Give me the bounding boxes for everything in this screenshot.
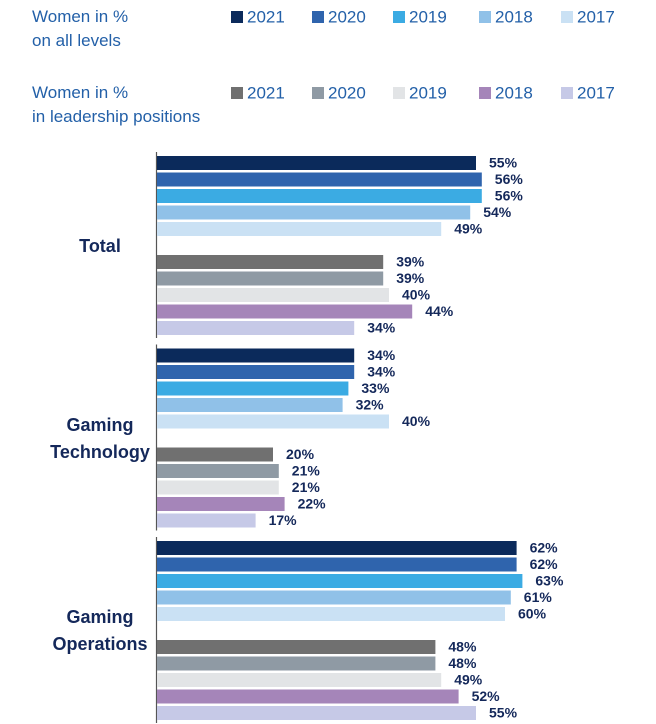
legend-label: 2018 — [495, 7, 533, 26]
bar — [157, 304, 413, 319]
data-label: 56% — [495, 188, 524, 204]
data-label: 60% — [518, 606, 547, 622]
legend-label: 2019 — [409, 7, 447, 26]
data-label: 54% — [483, 204, 512, 220]
data-label: 40% — [402, 413, 431, 429]
bar — [157, 189, 482, 203]
bar — [157, 607, 505, 621]
legend-label: 2020 — [328, 7, 366, 26]
data-label: 48% — [448, 639, 477, 655]
bar — [157, 480, 279, 495]
bar — [157, 222, 442, 236]
bar — [157, 381, 349, 396]
legend-swatch — [479, 87, 491, 99]
data-label: 21% — [292, 479, 321, 495]
legend-label: 2017 — [577, 7, 615, 26]
bar — [157, 172, 482, 187]
category-label: Gaming Technology — [50, 414, 150, 462]
data-label: 34% — [367, 320, 396, 336]
category-label: Gaming Operations — [52, 607, 148, 654]
data-label: 21% — [292, 463, 321, 479]
data-label: 56% — [495, 171, 524, 187]
data-label: 32% — [356, 397, 385, 413]
data-label: 40% — [402, 287, 431, 303]
data-label: 49% — [454, 672, 483, 688]
legend-label: 2021 — [247, 83, 285, 102]
bar — [157, 205, 471, 220]
bar — [157, 447, 273, 462]
data-label: 39% — [396, 254, 425, 270]
bar — [157, 365, 355, 379]
legend-swatch — [561, 11, 573, 23]
legend-swatch — [312, 11, 324, 23]
data-label: 55% — [489, 705, 518, 721]
legend-swatch — [561, 87, 573, 99]
bar — [157, 288, 389, 302]
data-label: 44% — [425, 303, 454, 319]
legend-swatch — [231, 11, 243, 23]
legend-swatch — [393, 11, 405, 23]
legend-swatch — [479, 11, 491, 23]
bar — [157, 574, 523, 588]
bar — [157, 156, 476, 170]
bar — [157, 321, 355, 335]
data-label: 48% — [448, 655, 477, 671]
bar — [157, 541, 517, 555]
category-label: Total — [79, 235, 121, 256]
data-label: 63% — [535, 573, 564, 589]
bar — [157, 706, 476, 720]
bar — [157, 513, 256, 528]
bar — [157, 497, 285, 511]
legend-label: 2021 — [247, 7, 285, 26]
data-label: 34% — [367, 364, 396, 380]
bar — [157, 271, 384, 286]
data-label: 61% — [524, 589, 553, 605]
legend-swatch — [393, 87, 405, 99]
bar — [157, 656, 436, 671]
legend-label: 2019 — [409, 83, 447, 102]
data-label: 22% — [298, 496, 327, 512]
bar — [157, 348, 355, 363]
data-label: 17% — [269, 512, 298, 528]
legend-swatch — [312, 87, 324, 99]
data-label: 55% — [489, 155, 518, 171]
data-label: 20% — [286, 446, 315, 462]
bar — [157, 557, 517, 572]
legend-label: 2018 — [495, 83, 533, 102]
bar — [157, 414, 389, 429]
bar — [157, 689, 459, 704]
data-label: 39% — [396, 270, 425, 286]
data-label: 33% — [361, 380, 390, 396]
legend-label: 2017 — [577, 83, 615, 102]
data-label: 52% — [472, 688, 501, 704]
bar — [157, 590, 511, 605]
bar — [157, 640, 436, 654]
legend-group-label: Women in % on all levels — [32, 7, 129, 50]
bar — [157, 673, 442, 687]
bar — [157, 398, 343, 412]
legend-swatch — [231, 87, 243, 99]
legend-group-label: Women in % in leadership positions — [32, 83, 201, 126]
data-label: 62% — [530, 540, 559, 556]
data-label: 62% — [530, 556, 559, 572]
data-label: 34% — [367, 347, 396, 363]
data-label: 49% — [454, 221, 483, 237]
bar — [157, 255, 384, 269]
legend-label: 2020 — [328, 83, 366, 102]
bar — [157, 464, 279, 478]
